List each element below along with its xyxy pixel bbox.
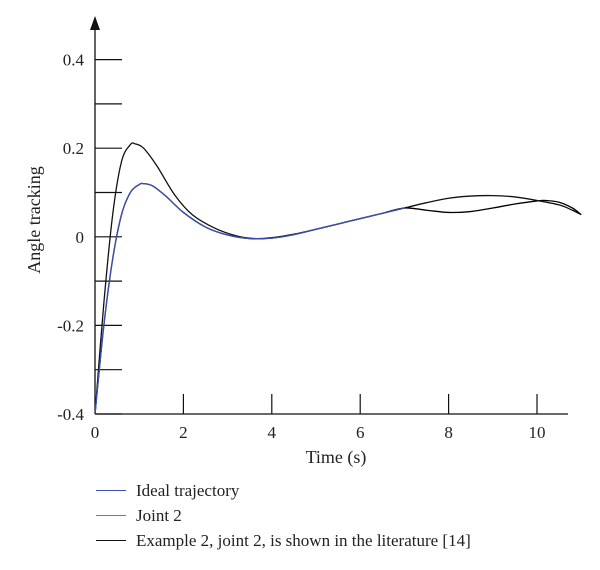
series-literature-example <box>94 142 582 415</box>
legend-label-joint2: Joint 2 <box>136 505 182 525</box>
legend: Ideal trajectory Joint 2 Example 2, join… <box>96 478 471 553</box>
y-tick-label: 0 <box>76 228 85 247</box>
legend-item-ideal: Ideal trajectory <box>96 478 471 503</box>
legend-label-literature: Example 2, joint 2, is shown in the lite… <box>136 530 471 550</box>
series-joint-2 <box>94 182 582 415</box>
series-ideal-trajectory <box>94 182 405 415</box>
y-axis <box>90 16 100 414</box>
y-axis-title: Angle tracking <box>24 166 44 273</box>
x-tick-label: 6 <box>356 423 365 442</box>
legend-swatch-ideal <box>96 490 126 491</box>
x-tick-label: 0 <box>91 423 100 442</box>
y-axis-arrow-icon <box>90 16 100 30</box>
legend-swatch-joint2 <box>96 515 126 516</box>
tick-labels: -0.4 -0.2 0 0.2 0.4 0 2 4 6 8 10 <box>57 51 545 442</box>
y-tick-label: 0.2 <box>63 139 84 158</box>
y-tick-label: -0.2 <box>57 316 84 335</box>
axis-ticks <box>95 58 538 415</box>
x-tick-label: 8 <box>444 423 453 442</box>
legend-item-literature: Example 2, joint 2, is shown in the lite… <box>96 528 471 553</box>
y-tick-label: 0.4 <box>63 51 85 70</box>
legend-label-ideal: Ideal trajectory <box>136 480 240 500</box>
x-tick-label: 2 <box>179 423 188 442</box>
x-tick-label: 4 <box>268 423 277 442</box>
x-tick-label: 10 <box>529 423 546 442</box>
legend-swatch-literature <box>96 540 126 541</box>
line-chart: -0.4 -0.2 0 0.2 0.4 0 2 4 6 8 10 Time (s) Angle tr… <box>24 16 582 468</box>
x-axis-title: Time (s) <box>306 447 367 468</box>
y-tick-label: -0.4 <box>57 405 84 424</box>
series-lines <box>94 142 582 415</box>
legend-item-joint2: Joint 2 <box>96 503 471 528</box>
